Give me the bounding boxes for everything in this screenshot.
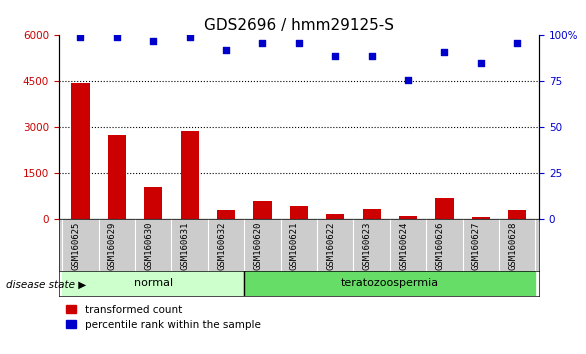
Bar: [363, 209, 381, 219]
Point: [222, 47, 231, 53]
Bar: [217, 210, 235, 219]
Text: GSM160631: GSM160631: [180, 222, 190, 270]
Bar: [144, 187, 162, 219]
Point: [185, 34, 195, 40]
Text: GSM160623: GSM160623: [363, 222, 372, 270]
Text: GSM160621: GSM160621: [290, 222, 299, 270]
Point: [367, 53, 376, 58]
Text: GSM160625: GSM160625: [71, 222, 80, 270]
Legend: transformed count, percentile rank within the sample: transformed count, percentile rank withi…: [64, 303, 263, 332]
Title: GDS2696 / hmm29125-S: GDS2696 / hmm29125-S: [204, 18, 394, 33]
Text: GSM160629: GSM160629: [108, 222, 117, 270]
Bar: [435, 198, 454, 219]
Bar: [71, 83, 90, 219]
Point: [331, 53, 340, 58]
Point: [149, 38, 158, 44]
Bar: [253, 201, 271, 219]
Text: disease state ▶: disease state ▶: [6, 280, 86, 290]
Point: [294, 40, 304, 46]
Text: GSM160628: GSM160628: [508, 222, 517, 270]
Bar: [108, 135, 126, 219]
Point: [403, 77, 413, 82]
Bar: [62, 271, 244, 296]
Bar: [508, 210, 526, 219]
Point: [513, 40, 522, 46]
Text: teratozoospermia: teratozoospermia: [341, 278, 439, 288]
Bar: [180, 131, 199, 219]
Point: [440, 49, 449, 55]
Text: GSM160630: GSM160630: [144, 222, 154, 270]
Bar: [326, 214, 345, 219]
Point: [112, 34, 121, 40]
Text: GSM160632: GSM160632: [217, 222, 226, 270]
Bar: [399, 216, 417, 219]
Bar: [472, 217, 490, 219]
Text: normal: normal: [134, 278, 173, 288]
Bar: [244, 271, 536, 296]
Text: GSM160627: GSM160627: [472, 222, 481, 270]
Point: [476, 60, 486, 66]
Bar: [289, 206, 308, 219]
Text: GSM160620: GSM160620: [254, 222, 263, 270]
Text: GSM160626: GSM160626: [435, 222, 444, 270]
Text: GSM160622: GSM160622: [326, 222, 335, 270]
Text: GSM160624: GSM160624: [399, 222, 408, 270]
Point: [258, 40, 267, 46]
Point: [76, 34, 85, 40]
